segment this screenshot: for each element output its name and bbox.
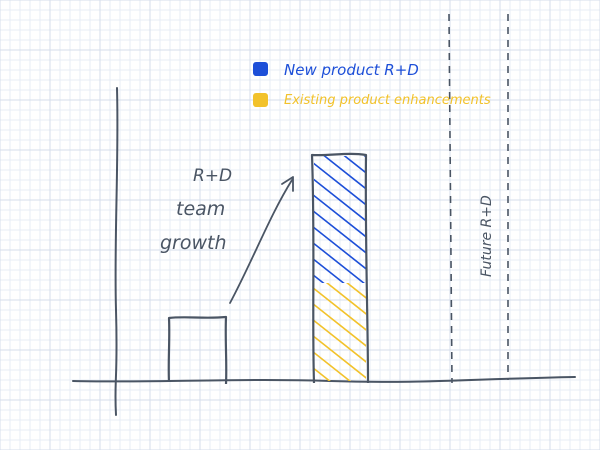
legend-label-new-product: New product R+D <box>284 61 419 79</box>
bar-after-existing-hatch <box>314 283 366 381</box>
legend-label-existing: Existing product enhancements <box>284 93 491 108</box>
growth-arrow <box>229 179 293 304</box>
rd-team-growth-annotation: R+D team growth <box>160 166 232 254</box>
annotation-line-2: team <box>176 198 225 220</box>
annotation-line-1: R+D <box>193 166 232 186</box>
legend: New product R+D Existing product enhance… <box>253 61 491 108</box>
bar-after-new-product-hatch <box>314 156 366 283</box>
legend-swatch-new-product <box>253 62 268 76</box>
legend-swatch-existing <box>253 93 268 107</box>
growth-arrowhead <box>281 176 294 192</box>
y-axis <box>114 87 119 416</box>
annotation-line-3: growth <box>160 232 227 254</box>
future-rd-label: Future R+D <box>479 195 495 277</box>
future-lane-left-dashed <box>448 13 453 384</box>
bar-after-outline <box>310 152 370 384</box>
bar-before <box>167 315 228 385</box>
